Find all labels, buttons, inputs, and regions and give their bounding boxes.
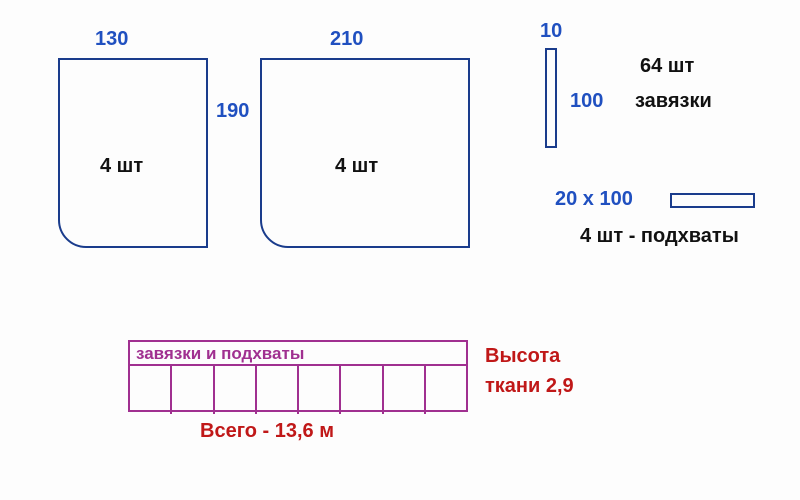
panel-large-width-dim: 210 <box>330 28 363 51</box>
layout-cell <box>130 366 172 414</box>
tieback-shape <box>670 193 755 208</box>
panel-large-qty: 4 шт <box>335 155 378 178</box>
layout-cell <box>299 366 341 414</box>
layout-cell <box>341 366 383 414</box>
layout-cells <box>130 366 466 414</box>
fabric-height-label-1: Высота <box>485 345 560 368</box>
tie-shape <box>545 48 557 148</box>
layout-cell <box>426 366 466 414</box>
layout-top-row <box>130 342 466 366</box>
layout-cell <box>172 366 214 414</box>
panel-small-width-dim: 130 <box>95 28 128 51</box>
layout-cell <box>215 366 257 414</box>
tieback-dim: 20 x 100 <box>555 188 633 211</box>
layout-cell <box>384 366 426 414</box>
tie-height-dim: 100 <box>570 90 603 113</box>
tieback-qty: 4 шт - подхваты <box>580 225 739 248</box>
panel-small-qty: 4 шт <box>100 155 143 178</box>
tie-qty: 64 шт <box>640 55 694 78</box>
fabric-height-label-2: ткани 2,9 <box>485 375 574 398</box>
panel-small-shape <box>58 58 208 248</box>
tie-width-dim: 10 <box>540 20 562 43</box>
panel-large-shape <box>260 58 470 248</box>
tie-name: завязки <box>635 90 712 113</box>
layout-total: Всего - 13,6 м <box>200 420 334 443</box>
panel-height-dim: 190 <box>216 100 249 123</box>
layout-cell <box>257 366 299 414</box>
layout-diagram: завязки и подхваты <box>128 340 468 412</box>
